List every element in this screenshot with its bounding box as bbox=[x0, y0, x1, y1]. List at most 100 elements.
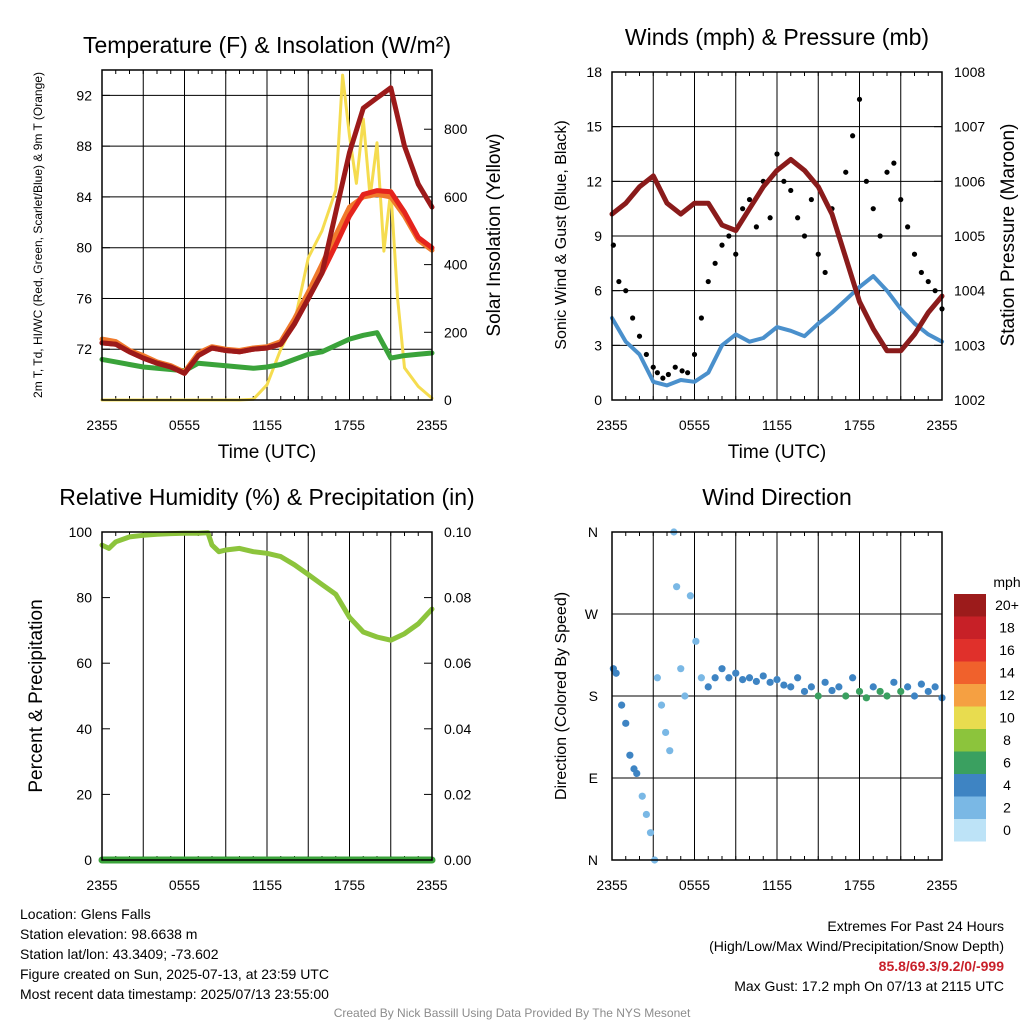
legend-label: 14 bbox=[999, 665, 1015, 681]
gust-point bbox=[630, 315, 636, 321]
y-tick-label-right: 0.10 bbox=[444, 524, 471, 540]
chart-title: Wind Direction bbox=[702, 484, 852, 510]
direction-point bbox=[849, 674, 857, 682]
extremes-title: Extremes For Past 24 Hours bbox=[827, 918, 1004, 934]
extremes-values: 85.8/69.3/9.2/0/-999 bbox=[878, 958, 1004, 974]
extremes-subtitle: (High/Low/Max Wind/Precipitation/Snow De… bbox=[709, 938, 1004, 954]
direction-point bbox=[883, 692, 891, 700]
direction-point bbox=[626, 751, 634, 759]
legend-swatch bbox=[954, 729, 986, 752]
direction-point bbox=[662, 728, 670, 737]
legend-swatch bbox=[954, 684, 986, 707]
x-tick-label: 0555 bbox=[679, 877, 710, 893]
x-tick-label: 1155 bbox=[762, 877, 792, 893]
gust-point bbox=[679, 368, 685, 374]
direction-point bbox=[897, 687, 905, 696]
direction-point bbox=[666, 747, 674, 755]
direction-point bbox=[862, 694, 870, 702]
y-axis-label-left: Sonic Wind & Gust (Blue, Black) bbox=[553, 120, 570, 349]
gust-point bbox=[733, 251, 739, 257]
x-tick-label: 1155 bbox=[252, 877, 282, 893]
direction-point bbox=[677, 665, 685, 673]
x-tick-label: 1755 bbox=[334, 877, 365, 893]
gust-point bbox=[781, 178, 787, 184]
y-tick-label-left: 100 bbox=[69, 524, 93, 540]
direction-point bbox=[780, 681, 788, 689]
direction-point bbox=[773, 676, 781, 684]
direction-point bbox=[910, 692, 919, 700]
x-tick-label: 2355 bbox=[596, 417, 627, 433]
legend-swatch bbox=[954, 639, 986, 662]
direction-point bbox=[633, 769, 641, 778]
gust-point bbox=[815, 251, 821, 257]
y-tick-label-right: 0.08 bbox=[444, 590, 471, 606]
direction-point bbox=[869, 683, 877, 691]
y-tick-label-left: 3 bbox=[594, 337, 602, 353]
pressure-line bbox=[609, 157, 945, 354]
gust-point bbox=[898, 196, 904, 203]
heat-index-line bbox=[99, 85, 435, 376]
gust-point bbox=[863, 178, 869, 184]
gust-point bbox=[685, 370, 691, 376]
gust-point bbox=[918, 269, 924, 276]
gust-point bbox=[870, 206, 876, 212]
gust-point bbox=[691, 351, 698, 358]
legend-swatch bbox=[954, 796, 986, 819]
direction-point bbox=[618, 701, 626, 709]
legend-label: 12 bbox=[999, 687, 1015, 703]
dewpoint-line bbox=[99, 330, 435, 374]
legend-swatch bbox=[954, 706, 986, 729]
gust-point bbox=[905, 224, 911, 230]
y-tick-label-right: 1005 bbox=[954, 228, 985, 244]
legend-label: 2 bbox=[1003, 800, 1011, 816]
legend-label: 18 bbox=[999, 620, 1015, 636]
chart-panel-1 bbox=[99, 69, 435, 402]
gust-point bbox=[801, 233, 808, 239]
gust-point bbox=[932, 288, 938, 294]
recent-data-text: Most recent data timestamp: 2025/07/13 2… bbox=[20, 986, 329, 1002]
legend-label: 20+ bbox=[995, 597, 1019, 613]
direction-point bbox=[697, 674, 705, 682]
direction-point bbox=[752, 677, 760, 686]
gust-point bbox=[665, 371, 671, 378]
legend-swatch bbox=[954, 751, 986, 774]
y-tick-label-right: 0 bbox=[444, 392, 452, 408]
y-tick-label-right: 1003 bbox=[954, 337, 985, 353]
gust-point bbox=[726, 233, 732, 239]
direction-point bbox=[794, 674, 802, 682]
direction-point bbox=[835, 683, 843, 691]
y-tick-label-left: 0 bbox=[84, 852, 92, 868]
gust-point bbox=[795, 215, 801, 221]
y-tick-label-left: E bbox=[589, 770, 598, 786]
y-tick-label-left: 15 bbox=[586, 119, 602, 135]
gust-point bbox=[884, 169, 890, 175]
x-axis-label: Time (UTC) bbox=[728, 442, 827, 463]
sonic-wind-line bbox=[610, 274, 944, 388]
chart-panel-4 bbox=[609, 528, 986, 864]
y-tick-label-right: 600 bbox=[444, 189, 468, 205]
plot-border bbox=[611, 531, 943, 861]
direction-point bbox=[800, 687, 809, 696]
gust-point bbox=[623, 288, 629, 294]
x-tick-label: 1755 bbox=[334, 417, 365, 433]
legend-label: 0 bbox=[1003, 822, 1011, 838]
plot-border bbox=[101, 69, 433, 401]
chart-title: Relative Humidity (%) & Precipitation (i… bbox=[59, 484, 474, 510]
direction-point bbox=[745, 674, 754, 682]
gust-point bbox=[616, 278, 622, 285]
gust-point bbox=[660, 375, 666, 381]
y-axis-label-left: 2m T, Td, HI/WC (Red, Green, Scarlet/Blu… bbox=[31, 72, 45, 398]
x-tick-label: 2355 bbox=[86, 417, 117, 433]
y-tick-label-left: 76 bbox=[76, 290, 92, 306]
y-tick-label-right: 200 bbox=[444, 324, 468, 340]
y-tick-label-left: N bbox=[588, 524, 598, 540]
gust-point bbox=[672, 364, 678, 370]
x-tick-label: 0555 bbox=[169, 417, 200, 433]
legend-label: 16 bbox=[999, 642, 1015, 658]
x-tick-label: 0555 bbox=[169, 877, 200, 893]
y-tick-label-right: 1004 bbox=[954, 283, 985, 299]
legend-swatch bbox=[954, 594, 986, 617]
gust-point bbox=[698, 315, 704, 321]
gust-point bbox=[911, 251, 918, 257]
y-tick-label-right: 1008 bbox=[954, 64, 985, 80]
